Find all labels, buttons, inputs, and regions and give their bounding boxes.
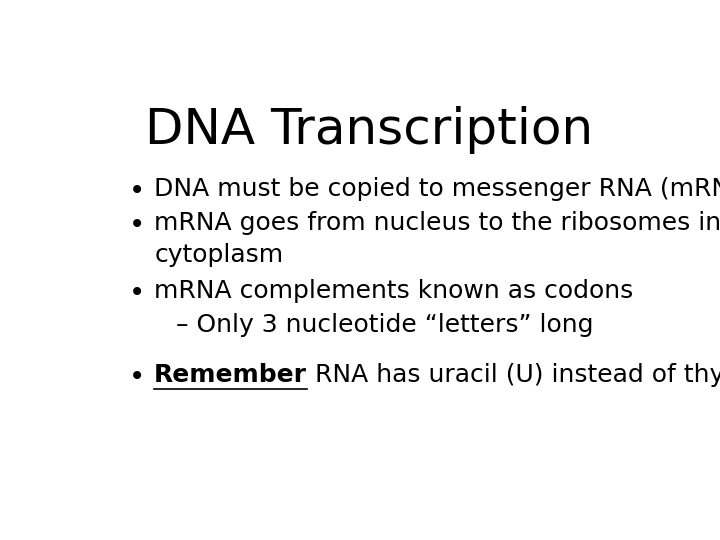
Text: •: • — [129, 279, 145, 307]
Text: Remember: Remember — [154, 363, 307, 387]
Text: – Only 3 nucleotide “letters” long: – Only 3 nucleotide “letters” long — [176, 313, 594, 338]
Text: mRNA complements known as codons: mRNA complements known as codons — [154, 279, 634, 303]
Text: DNA Transcription: DNA Transcription — [145, 106, 593, 154]
Text: •: • — [129, 177, 145, 205]
Text: •: • — [129, 211, 145, 239]
Text: •: • — [129, 363, 145, 392]
Text: RNA has uracil (U) instead of thymine (T)!: RNA has uracil (U) instead of thymine (T… — [307, 363, 720, 387]
Text: DNA must be copied to messenger RNA (mRNA): DNA must be copied to messenger RNA (mRN… — [154, 177, 720, 201]
Text: mRNA goes from nucleus to the ribosomes in
cytoplasm: mRNA goes from nucleus to the ribosomes … — [154, 211, 720, 267]
